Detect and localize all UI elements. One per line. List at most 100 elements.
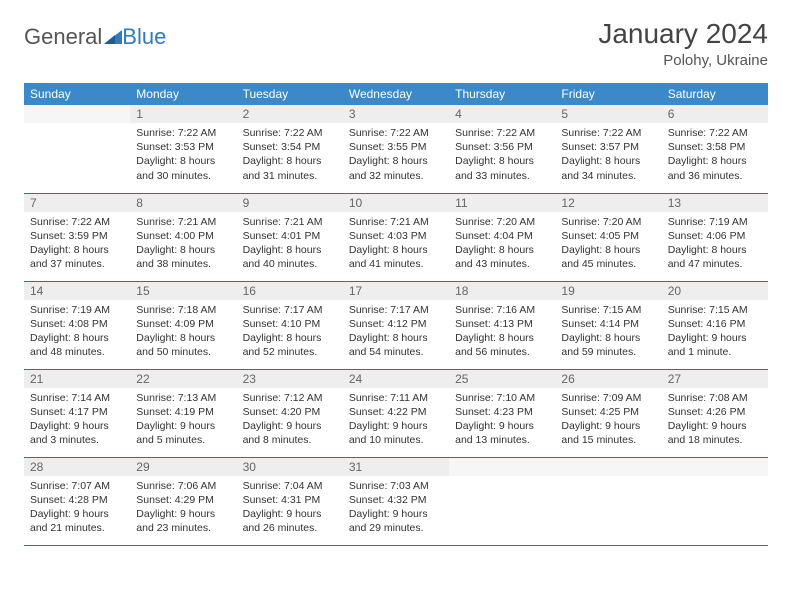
daylight-line2: and 48 minutes. (30, 345, 124, 359)
calendar-body: 1Sunrise: 7:22 AMSunset: 3:53 PMDaylight… (24, 105, 768, 545)
sunset-text: Sunset: 4:23 PM (455, 405, 549, 419)
daylight-line2: and 21 minutes. (30, 521, 124, 535)
calendar-cell (662, 457, 768, 545)
calendar-cell (555, 457, 661, 545)
calendar-row: 7Sunrise: 7:22 AMSunset: 3:59 PMDaylight… (24, 193, 768, 281)
calendar-cell: 4Sunrise: 7:22 AMSunset: 3:56 PMDaylight… (449, 105, 555, 193)
daylight-line2: and 18 minutes. (668, 433, 762, 447)
daylight-line1: Daylight: 8 hours (243, 331, 337, 345)
day-details: Sunrise: 7:17 AMSunset: 4:10 PMDaylight:… (237, 300, 343, 364)
day-number: 4 (449, 105, 555, 123)
day-details: Sunrise: 7:22 AMSunset: 3:57 PMDaylight:… (555, 123, 661, 187)
daylight-line2: and 36 minutes. (668, 169, 762, 183)
day-details: Sunrise: 7:14 AMSunset: 4:17 PMDaylight:… (24, 388, 130, 452)
sunset-text: Sunset: 4:19 PM (136, 405, 230, 419)
day-details: Sunrise: 7:20 AMSunset: 4:04 PMDaylight:… (449, 212, 555, 276)
daylight-line2: and 3 minutes. (30, 433, 124, 447)
daylight-line1: Daylight: 8 hours (349, 331, 443, 345)
day-number: 10 (343, 194, 449, 212)
daylight-line1: Daylight: 9 hours (349, 419, 443, 433)
calendar-cell: 17Sunrise: 7:17 AMSunset: 4:12 PMDayligh… (343, 281, 449, 369)
day-number: 30 (237, 458, 343, 476)
daylight-line1: Daylight: 8 hours (561, 331, 655, 345)
day-number: 20 (662, 282, 768, 300)
sunset-text: Sunset: 4:25 PM (561, 405, 655, 419)
sunset-text: Sunset: 4:20 PM (243, 405, 337, 419)
daylight-line1: Daylight: 8 hours (561, 243, 655, 257)
sunrise-text: Sunrise: 7:13 AM (136, 391, 230, 405)
daylight-line2: and 15 minutes. (561, 433, 655, 447)
sunset-text: Sunset: 4:04 PM (455, 229, 549, 243)
daylight-line1: Daylight: 9 hours (136, 507, 230, 521)
sunset-text: Sunset: 4:17 PM (30, 405, 124, 419)
daylight-line1: Daylight: 9 hours (30, 507, 124, 521)
calendar-cell: 29Sunrise: 7:06 AMSunset: 4:29 PMDayligh… (130, 457, 236, 545)
calendar-cell: 28Sunrise: 7:07 AMSunset: 4:28 PMDayligh… (24, 457, 130, 545)
calendar-cell: 12Sunrise: 7:20 AMSunset: 4:05 PMDayligh… (555, 193, 661, 281)
sunset-text: Sunset: 4:32 PM (349, 493, 443, 507)
day-details: Sunrise: 7:21 AMSunset: 4:01 PMDaylight:… (237, 212, 343, 276)
weekday-header: Saturday (662, 83, 768, 105)
daylight-line1: Daylight: 8 hours (243, 154, 337, 168)
calendar-cell: 30Sunrise: 7:04 AMSunset: 4:31 PMDayligh… (237, 457, 343, 545)
calendar-cell: 19Sunrise: 7:15 AMSunset: 4:14 PMDayligh… (555, 281, 661, 369)
sunset-text: Sunset: 4:01 PM (243, 229, 337, 243)
day-number: 12 (555, 194, 661, 212)
calendar-cell: 31Sunrise: 7:03 AMSunset: 4:32 PMDayligh… (343, 457, 449, 545)
daylight-line1: Daylight: 9 hours (455, 419, 549, 433)
daylight-line1: Daylight: 8 hours (668, 154, 762, 168)
day-details: Sunrise: 7:15 AMSunset: 4:14 PMDaylight:… (555, 300, 661, 364)
day-number: 21 (24, 370, 130, 388)
day-number: 5 (555, 105, 661, 123)
sunset-text: Sunset: 4:08 PM (30, 317, 124, 331)
sunset-text: Sunset: 4:13 PM (455, 317, 549, 331)
day-number: 18 (449, 282, 555, 300)
sunrise-text: Sunrise: 7:20 AM (561, 215, 655, 229)
calendar-cell: 18Sunrise: 7:16 AMSunset: 4:13 PMDayligh… (449, 281, 555, 369)
calendar-cell: 5Sunrise: 7:22 AMSunset: 3:57 PMDaylight… (555, 105, 661, 193)
daylight-line2: and 32 minutes. (349, 169, 443, 183)
calendar-cell: 6Sunrise: 7:22 AMSunset: 3:58 PMDaylight… (662, 105, 768, 193)
calendar-row: 14Sunrise: 7:19 AMSunset: 4:08 PMDayligh… (24, 281, 768, 369)
daylight-line2: and 59 minutes. (561, 345, 655, 359)
sunset-text: Sunset: 3:55 PM (349, 140, 443, 154)
sunset-text: Sunset: 4:03 PM (349, 229, 443, 243)
sunrise-text: Sunrise: 7:22 AM (561, 126, 655, 140)
calendar-cell: 10Sunrise: 7:21 AMSunset: 4:03 PMDayligh… (343, 193, 449, 281)
day-details: Sunrise: 7:18 AMSunset: 4:09 PMDaylight:… (130, 300, 236, 364)
sunrise-text: Sunrise: 7:21 AM (136, 215, 230, 229)
sunset-text: Sunset: 4:00 PM (136, 229, 230, 243)
daylight-line1: Daylight: 8 hours (455, 331, 549, 345)
day-details: Sunrise: 7:19 AMSunset: 4:08 PMDaylight:… (24, 300, 130, 364)
daylight-line1: Daylight: 8 hours (349, 154, 443, 168)
day-number: 8 (130, 194, 236, 212)
daylight-line2: and 52 minutes. (243, 345, 337, 359)
calendar-cell: 3Sunrise: 7:22 AMSunset: 3:55 PMDaylight… (343, 105, 449, 193)
sunrise-text: Sunrise: 7:11 AM (349, 391, 443, 405)
sunrise-text: Sunrise: 7:21 AM (243, 215, 337, 229)
sunrise-text: Sunrise: 7:06 AM (136, 479, 230, 493)
daylight-line1: Daylight: 9 hours (136, 419, 230, 433)
calendar-cell: 22Sunrise: 7:13 AMSunset: 4:19 PMDayligh… (130, 369, 236, 457)
page-header: General Blue January 2024 Polohy, Ukrain… (24, 18, 768, 69)
daylight-line1: Daylight: 9 hours (561, 419, 655, 433)
daylight-line2: and 40 minutes. (243, 257, 337, 271)
daylight-line1: Daylight: 9 hours (30, 419, 124, 433)
daylight-line2: and 5 minutes. (136, 433, 230, 447)
calendar-cell: 13Sunrise: 7:19 AMSunset: 4:06 PMDayligh… (662, 193, 768, 281)
day-number-empty (24, 105, 130, 123)
calendar-cell (449, 457, 555, 545)
day-number: 29 (130, 458, 236, 476)
daylight-line1: Daylight: 8 hours (561, 154, 655, 168)
day-details: Sunrise: 7:04 AMSunset: 4:31 PMDaylight:… (237, 476, 343, 540)
weekday-header: Monday (130, 83, 236, 105)
weekday-header: Friday (555, 83, 661, 105)
weekday-header: Sunday (24, 83, 130, 105)
sunset-text: Sunset: 4:12 PM (349, 317, 443, 331)
sunset-text: Sunset: 4:10 PM (243, 317, 337, 331)
daylight-line2: and 41 minutes. (349, 257, 443, 271)
day-number: 19 (555, 282, 661, 300)
day-details: Sunrise: 7:11 AMSunset: 4:22 PMDaylight:… (343, 388, 449, 452)
calendar-cell: 16Sunrise: 7:17 AMSunset: 4:10 PMDayligh… (237, 281, 343, 369)
calendar-cell: 23Sunrise: 7:12 AMSunset: 4:20 PMDayligh… (237, 369, 343, 457)
